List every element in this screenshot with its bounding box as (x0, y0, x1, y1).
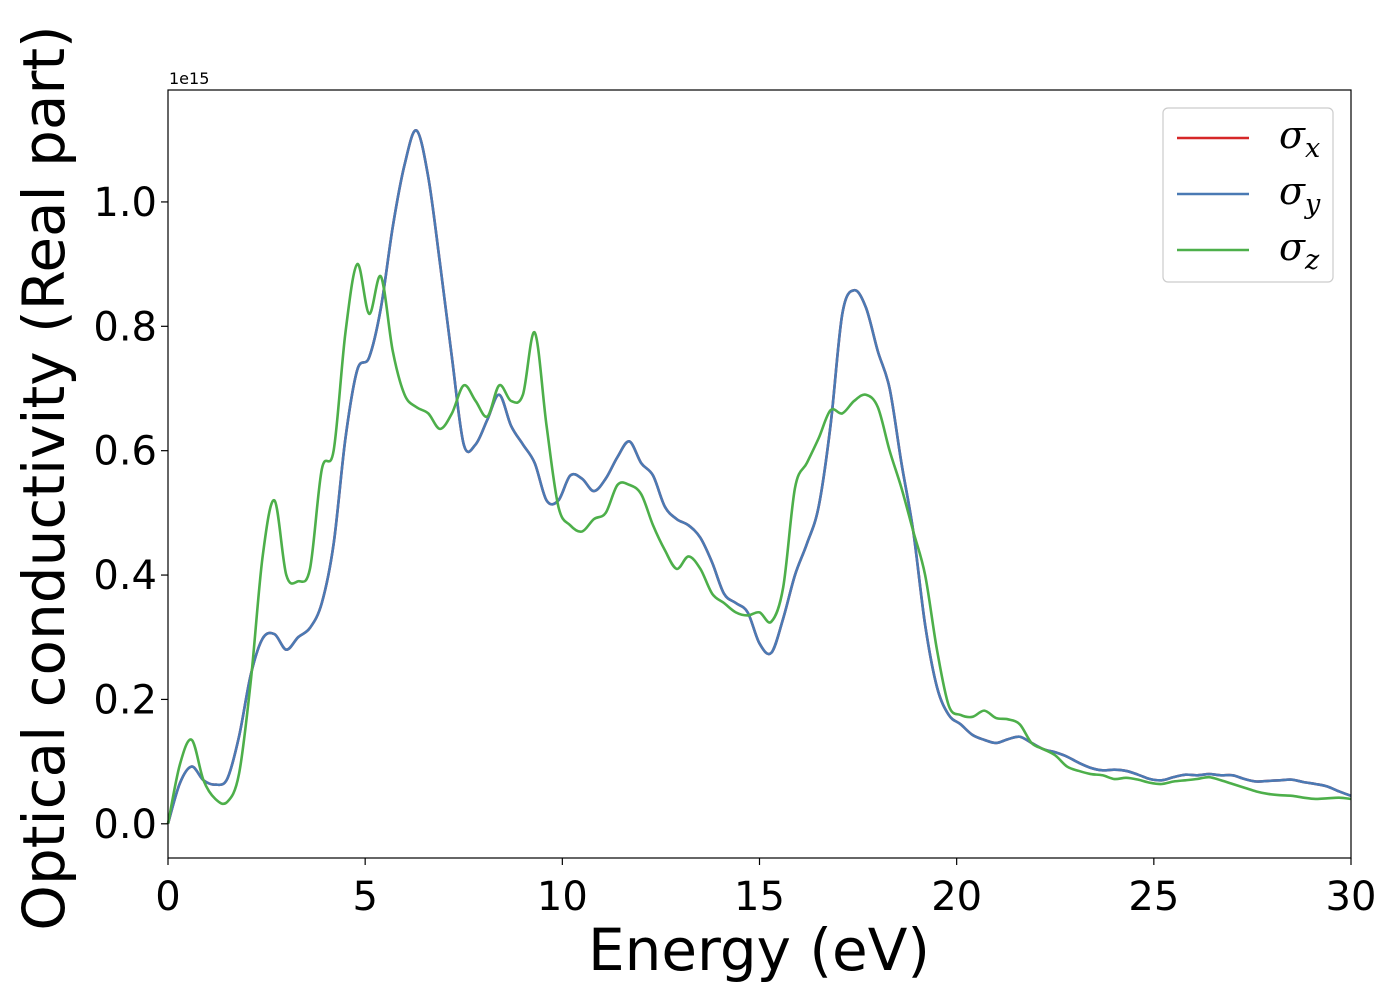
x-tick-label: 0 (155, 874, 180, 920)
x-axis-label: Energy (eV) (588, 916, 930, 984)
x-tick-label: 5 (352, 874, 377, 920)
y-tick-label: 1.0 (93, 180, 157, 226)
y-tick-label: 0.4 (93, 553, 157, 599)
y-axis-label: Optical conductivity (Real part) (10, 25, 78, 930)
y-axis-ticks: 0.0 0.2 0.4 0.6 0.8 1.0 (93, 180, 168, 848)
legend-label-sigma-z: σz (1279, 225, 1320, 276)
x-axis-ticks: 0 5 10 15 20 25 30 (155, 858, 1376, 920)
y-tick-label: 0.0 (93, 802, 157, 848)
series-line-sigma-z (166, 262, 1352, 825)
y-tick-label: 0.8 (93, 304, 157, 350)
y-tick-label: 0.6 (93, 429, 157, 475)
x-tick-label: 25 (1128, 874, 1179, 920)
x-tick-label: 30 (1326, 874, 1377, 920)
y-offset-label: 1e15 (169, 69, 209, 88)
x-tick-label: 10 (537, 874, 588, 920)
x-tick-label: 15 (734, 874, 785, 920)
y-tick-label: 0.2 (93, 677, 157, 723)
series-lines (166, 129, 1352, 825)
legend-label-sigma-y: σy (1279, 169, 1321, 220)
series-line-sigma-y (166, 129, 1352, 825)
x-tick-label: 20 (931, 874, 982, 920)
legend-label-sigma-x: σx (1279, 113, 1320, 164)
